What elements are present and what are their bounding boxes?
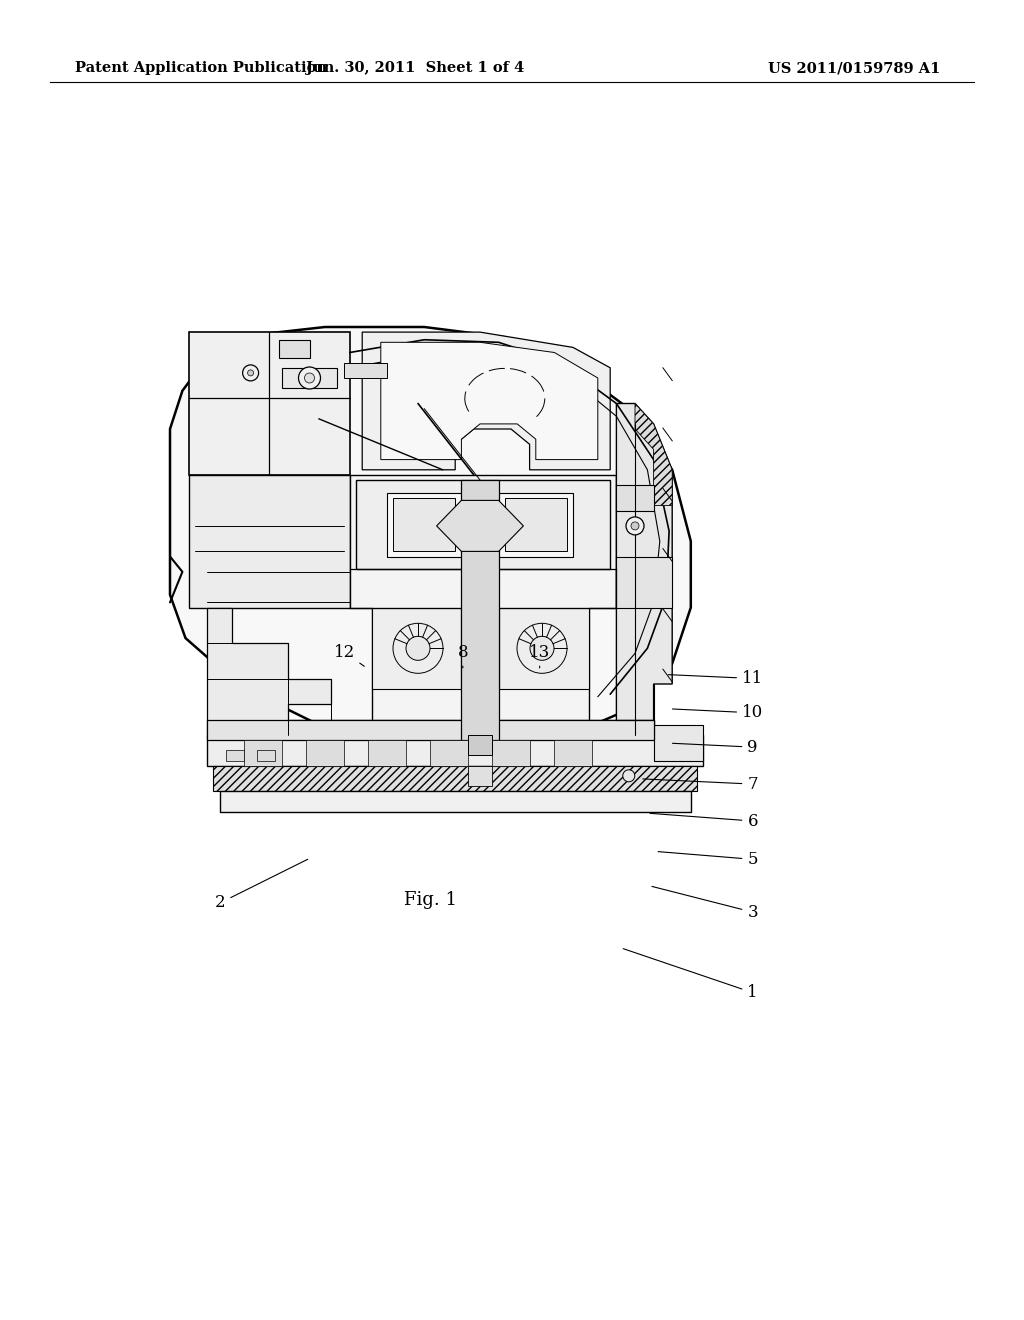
Polygon shape (430, 741, 468, 766)
Polygon shape (499, 607, 589, 689)
Text: 3: 3 (652, 887, 758, 920)
Text: 10: 10 (673, 705, 763, 721)
Polygon shape (362, 333, 610, 470)
Polygon shape (282, 368, 337, 388)
Text: 6: 6 (650, 813, 758, 829)
Polygon shape (369, 741, 406, 766)
Text: Jun. 30, 2011  Sheet 1 of 4: Jun. 30, 2011 Sheet 1 of 4 (306, 61, 524, 75)
Polygon shape (188, 333, 350, 475)
Polygon shape (207, 607, 331, 735)
Text: 11: 11 (669, 671, 763, 686)
Circle shape (304, 374, 314, 383)
Polygon shape (170, 327, 691, 755)
Polygon shape (188, 475, 350, 607)
Circle shape (631, 521, 639, 529)
Polygon shape (344, 363, 387, 378)
Polygon shape (436, 500, 523, 552)
Circle shape (299, 367, 321, 389)
Circle shape (406, 636, 430, 660)
Polygon shape (635, 404, 672, 506)
Text: 5: 5 (658, 851, 758, 867)
Polygon shape (387, 492, 573, 557)
Text: Fig. 1: Fig. 1 (403, 891, 457, 909)
Circle shape (530, 636, 554, 660)
Text: US 2011/0159789 A1: US 2011/0159789 A1 (768, 61, 940, 75)
Text: 2: 2 (215, 859, 308, 911)
Circle shape (623, 770, 635, 781)
Polygon shape (350, 475, 616, 735)
Polygon shape (226, 750, 245, 760)
Polygon shape (306, 741, 344, 766)
Polygon shape (393, 498, 456, 552)
Polygon shape (462, 480, 499, 741)
Circle shape (626, 517, 644, 535)
Polygon shape (356, 480, 610, 569)
Polygon shape (653, 725, 703, 760)
Polygon shape (468, 735, 493, 755)
Text: 13: 13 (529, 644, 550, 668)
Text: 9: 9 (673, 739, 758, 755)
Polygon shape (279, 339, 309, 358)
Circle shape (248, 370, 254, 376)
Text: 12: 12 (334, 644, 365, 667)
Polygon shape (207, 719, 653, 741)
Polygon shape (257, 750, 275, 760)
Circle shape (243, 364, 259, 381)
Text: 8: 8 (458, 644, 468, 668)
Text: Patent Application Publication: Patent Application Publication (75, 61, 327, 75)
Polygon shape (493, 741, 529, 766)
Polygon shape (505, 498, 567, 552)
Polygon shape (381, 342, 598, 459)
Polygon shape (213, 766, 697, 791)
Text: 7: 7 (643, 776, 758, 792)
Polygon shape (616, 404, 672, 750)
Polygon shape (245, 741, 282, 766)
Polygon shape (468, 766, 493, 785)
Polygon shape (207, 719, 703, 766)
Polygon shape (219, 791, 691, 812)
Text: 1: 1 (624, 949, 758, 1001)
Polygon shape (554, 741, 592, 766)
Polygon shape (616, 486, 653, 511)
Polygon shape (616, 557, 672, 607)
Polygon shape (372, 607, 462, 689)
